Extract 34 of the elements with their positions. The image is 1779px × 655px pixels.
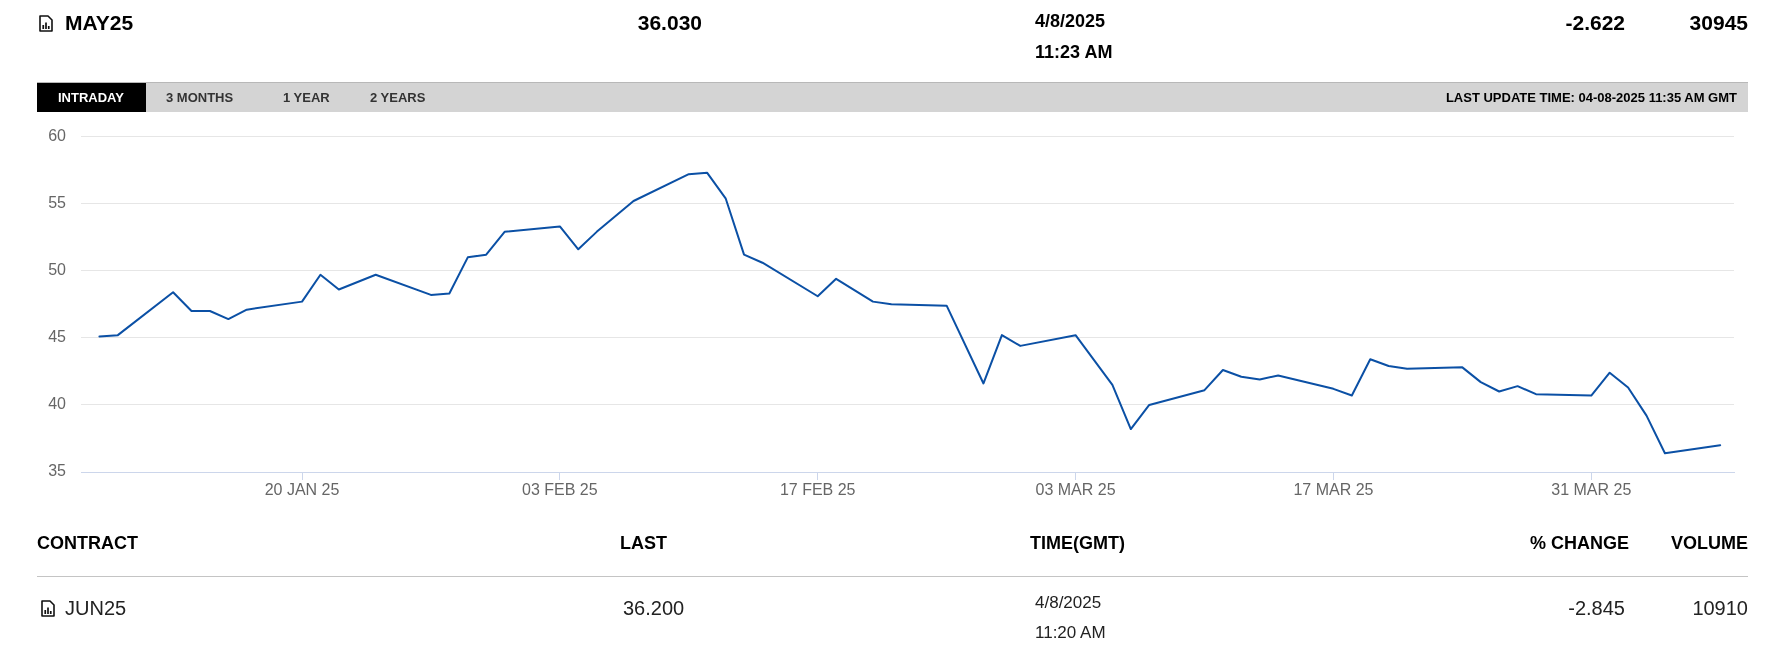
text: VOLUME bbox=[1670, 532, 1748, 554]
text: LAST UPDATE TIME: 04-08-2025 11:35 AM GMT bbox=[1445, 89, 1737, 105]
x-tick-label: 17 MAR 25 bbox=[1293, 481, 1374, 499]
y-tick-label: 55 bbox=[48, 194, 67, 212]
text: -2.845 bbox=[1568, 596, 1625, 620]
text: % CHANGE bbox=[1529, 532, 1629, 554]
text: 10910 bbox=[1692, 596, 1748, 620]
tab[interactable]: 3 MONTHS bbox=[152, 83, 257, 112]
text: 4/8/2025 bbox=[1035, 10, 1106, 32]
tab[interactable]: 2 YEARS bbox=[356, 83, 445, 112]
text: CONTRACT bbox=[37, 532, 138, 554]
y-tick-label: 60 bbox=[48, 127, 67, 145]
text: LAST bbox=[620, 532, 667, 554]
tab[interactable]: INTRADAY bbox=[37, 83, 146, 112]
tab[interactable]: 1 YEAR bbox=[262, 83, 352, 112]
text: 36.200 bbox=[623, 596, 685, 620]
text: 4/8/2025 bbox=[1035, 593, 1102, 613]
x-tick-label: 03 MAR 25 bbox=[1035, 481, 1116, 499]
text: 30945 bbox=[1689, 11, 1748, 35]
text: 11:20 AM bbox=[1035, 623, 1106, 643]
x-tick-label: 20 JAN 25 bbox=[264, 481, 340, 499]
x-tick-label: 31 MAR 25 bbox=[1551, 481, 1632, 499]
text: 11:23 AM bbox=[1035, 41, 1113, 63]
text: -2.622 bbox=[1565, 11, 1625, 35]
text: 36.030 bbox=[637, 11, 702, 35]
y-tick-label: 45 bbox=[48, 328, 67, 346]
text: TIME(GMT) bbox=[1030, 532, 1125, 554]
y-tick-label: 35 bbox=[48, 462, 67, 480]
y-tick-label: 40 bbox=[48, 395, 67, 413]
text: JUN25 bbox=[65, 596, 127, 620]
y-tick-label: 50 bbox=[48, 261, 67, 279]
x-tick-label: 03 FEB 25 bbox=[522, 481, 598, 499]
text: MAY25 bbox=[65, 11, 134, 35]
x-tick-label: 17 FEB 25 bbox=[779, 481, 856, 499]
